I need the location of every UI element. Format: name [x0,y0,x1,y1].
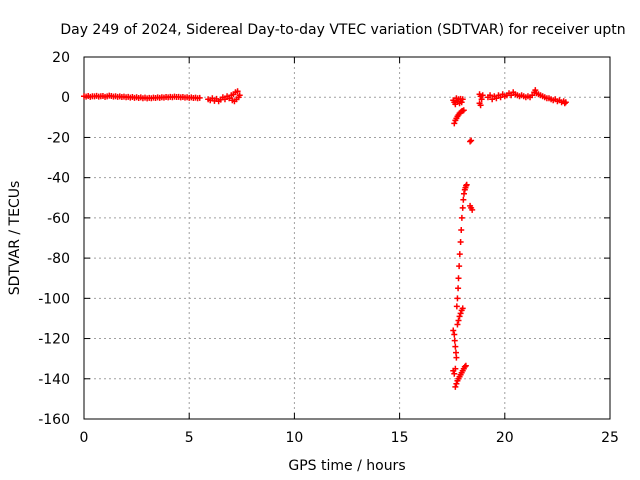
y-tick-label: 0 [61,90,70,106]
x-axis-label: GPS time / hours [288,458,405,474]
x-tick-label: 10 [285,430,303,446]
data-points [81,87,569,390]
data-point [460,196,467,203]
y-tick-label: -120 [38,332,70,348]
data-point [460,190,467,197]
x-tick-label: 25 [601,430,619,446]
data-point [477,102,484,109]
axis-ticks: 0 5 10 15 20 25 -160 -140 -120 -100 -80 -60 -40 -20 0 2… [38,50,619,446]
y-tick-label: -80 [47,251,70,267]
data-point [458,99,465,106]
y-tick-label: -20 [47,130,70,146]
data-point [459,96,466,103]
data-point [456,263,463,270]
y-axis-label: SDTVAR / TECUs [7,181,23,296]
data-point [459,204,466,211]
x-tick-label: 20 [496,430,514,446]
data-point [529,92,536,99]
y-tick-label: 20 [52,50,70,66]
data-point [196,94,203,101]
data-point [236,92,243,99]
data-point [457,310,464,317]
y-tick-label: -140 [38,372,70,388]
y-tick-label: -100 [38,291,70,307]
data-point [467,138,474,145]
data-point [456,251,463,258]
grid-lines [84,57,610,419]
data-point [453,303,460,310]
data-point [497,94,504,101]
data-point [532,87,539,94]
data-point [451,370,458,377]
y-tick-label: -160 [38,412,70,428]
data-point [461,363,468,370]
data-point [453,354,460,361]
x-tick-label: 5 [185,430,194,446]
data-point [454,321,461,328]
data-point [489,96,496,103]
data-point [452,365,459,372]
data-point [450,327,457,334]
data-point [561,100,568,107]
data-point [487,92,494,99]
data-point [508,92,515,99]
data-point [462,362,469,369]
x-tick-label: 15 [391,430,409,446]
data-point [452,343,459,350]
data-point [451,120,458,127]
data-point [459,305,466,312]
data-point [460,107,467,114]
data-point [457,239,464,246]
data-point [469,206,476,213]
data-point [463,181,470,188]
data-point [221,96,228,103]
data-point [451,337,458,344]
y-tick-label: -40 [47,171,70,187]
data-point [456,313,463,320]
data-point [455,317,462,324]
data-point [454,295,461,302]
data-point [452,383,459,390]
data-point [458,226,465,233]
data-point [479,92,486,99]
data-point [453,380,460,387]
data-point [455,275,462,282]
data-point [493,95,500,102]
data-point [478,96,485,103]
data-point [452,349,459,356]
x-tick-label: 0 [80,430,89,446]
plot-frame [83,56,611,420]
data-point [458,214,465,221]
data-point [226,95,233,102]
data-point [455,285,462,292]
chart-title: Day 249 of 2024, Sidereal Day-to-day VTE… [60,22,625,38]
data-point [562,99,569,106]
data-point [234,88,241,95]
y-tick-label: -60 [47,211,70,227]
data-point [468,137,475,144]
data-point [451,331,458,338]
data-point [452,101,459,108]
